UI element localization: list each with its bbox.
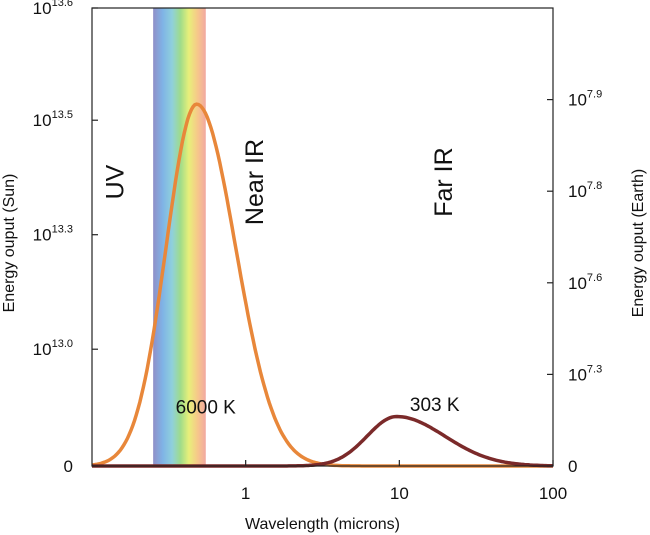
x-tick-label: 1 bbox=[241, 484, 250, 503]
region-label: Far IR bbox=[430, 147, 458, 216]
x-tick-label: 10 bbox=[390, 484, 409, 503]
right-tick-label: 0 bbox=[568, 457, 577, 476]
left-tick-label: 1013.6 bbox=[33, 0, 73, 18]
x-axis-title: Wavelength (microns) bbox=[245, 516, 400, 533]
right-axis-title: Energy ouput (Earth) bbox=[630, 169, 647, 318]
left-tick-label: 1013.5 bbox=[33, 109, 73, 130]
earth-curve-label: 303 K bbox=[410, 395, 460, 416]
region-label: UV bbox=[101, 164, 129, 199]
right-tick-label: 107.8 bbox=[568, 180, 602, 201]
right-tick-label: 107.9 bbox=[568, 89, 602, 110]
visible-spectrum-band bbox=[153, 8, 206, 466]
sun-curve-label: 6000 K bbox=[176, 397, 237, 418]
right-tick-label: 107.6 bbox=[568, 272, 602, 293]
right-tick-label: 107.3 bbox=[568, 363, 602, 384]
left-axis-title: Energy ouput (Sun) bbox=[1, 174, 18, 313]
left-tick-label: 1013.3 bbox=[33, 224, 73, 245]
x-tick-label: 100 bbox=[539, 484, 567, 503]
region-label: Near IR bbox=[241, 139, 269, 225]
left-tick-label: 0 bbox=[64, 457, 73, 476]
plot-frame bbox=[91, 7, 554, 467]
left-tick-label: 1013.0 bbox=[33, 338, 73, 359]
